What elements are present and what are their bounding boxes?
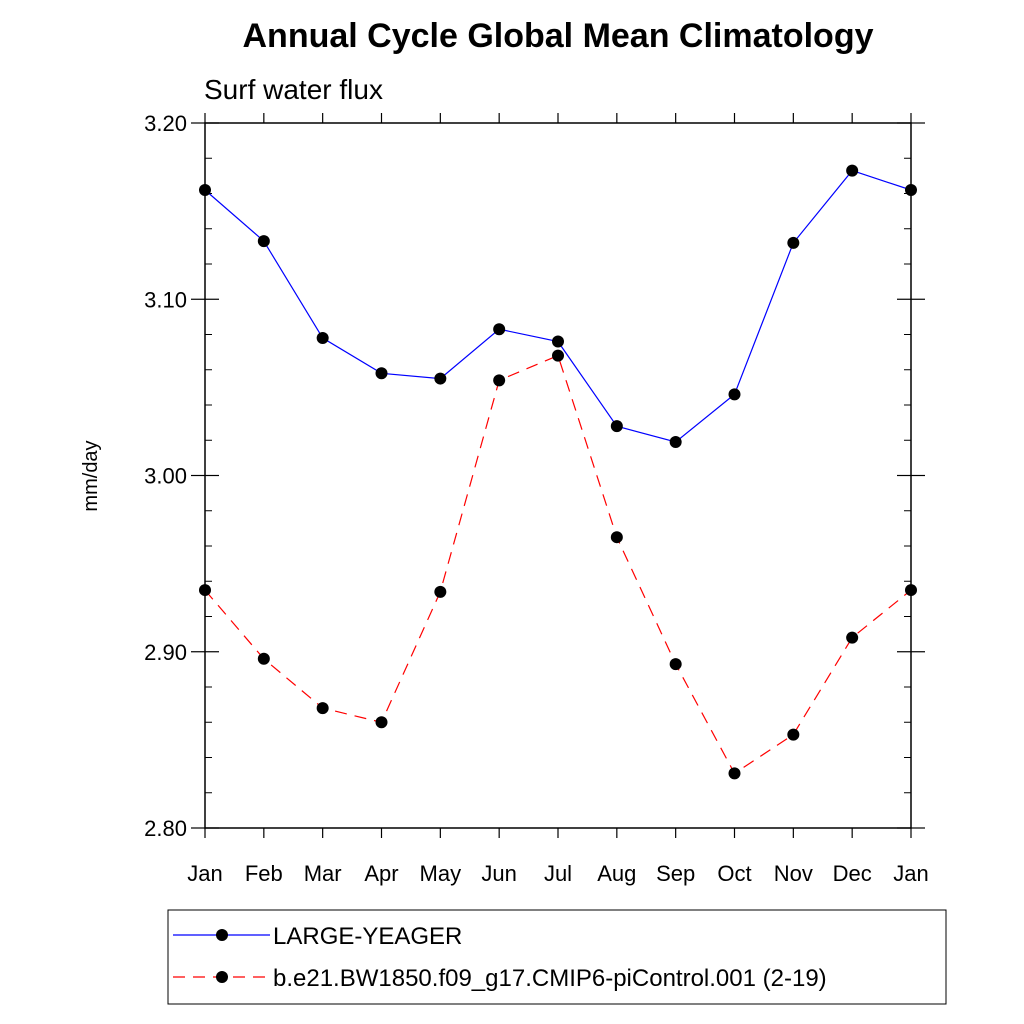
chart-subtitle: Surf water flux — [204, 74, 383, 105]
data-point-series-1 — [669, 658, 682, 671]
y-tick-label: 2.80 — [144, 816, 187, 841]
data-point-series-0 — [728, 388, 741, 401]
data-point-series-1 — [316, 702, 329, 715]
legend-label-large-yeager: LARGE-YEAGER — [273, 923, 462, 950]
series-line-0 — [204, 169, 912, 443]
data-point-series-0 — [257, 235, 270, 248]
data-point-series-1 — [846, 631, 859, 644]
chart-title: Annual Cycle Global Mean Climatology — [243, 17, 874, 55]
y-axis-title: mm/day — [80, 440, 102, 511]
x-tick-label: Jan — [187, 861, 222, 886]
legend-entry-picontrol: b.e21.BW1850.f09_g17.CMIP6-piControl.001… — [173, 965, 827, 992]
data-point-series-0 — [316, 332, 329, 345]
data-point-series-1 — [905, 584, 917, 597]
axis-ticks: 2.80 2.90 3.00 3.10 3.20 Jan Feb Mar Apr May Jun Ju… — [144, 111, 929, 886]
data-point-series-1 — [199, 584, 211, 597]
data-point-series-0 — [552, 335, 564, 348]
data-point-series-0 — [905, 183, 917, 196]
x-tick-label: Sep — [656, 861, 695, 886]
series-line-1 — [204, 354, 912, 775]
data-point-series-0 — [434, 372, 447, 385]
legend-box — [167, 909, 947, 1005]
data-point-series-0 — [375, 367, 388, 380]
x-tick-label: Dec — [833, 861, 872, 886]
y-tick-label: 3.10 — [144, 287, 187, 312]
data-point-series-1 — [787, 728, 800, 741]
legend-marker-large-yeager — [216, 929, 228, 941]
data-point-series-1 — [493, 374, 506, 387]
data-point-series-0 — [846, 164, 859, 177]
x-tick-label: Jul — [544, 861, 572, 886]
data-point-series-0 — [493, 323, 506, 336]
data-point-series-0 — [199, 183, 211, 196]
data-point-series-0 — [669, 436, 682, 449]
y-tick-label: 3.20 — [144, 111, 187, 136]
data-point-series-1 — [257, 652, 270, 665]
data-point-series-1 — [434, 585, 447, 598]
legend: LARGE-YEAGER b.e21.BW1850.f09_g17.CMIP6-… — [167, 909, 947, 1005]
x-tick-label: Jan — [893, 861, 928, 886]
data-point-series-0 — [610, 420, 623, 433]
x-tick-label: Feb — [245, 861, 283, 886]
x-tick-label: Mar — [304, 861, 342, 886]
x-tick-label: Oct — [717, 861, 751, 886]
series-layer — [199, 164, 917, 780]
legend-marker-picontrol — [216, 971, 228, 983]
legend-label-picontrol: b.e21.BW1850.f09_g17.CMIP6-piControl.001… — [273, 965, 827, 992]
data-point-series-1 — [552, 349, 564, 362]
x-tick-label: Aug — [597, 861, 636, 886]
x-tick-label: Nov — [774, 861, 813, 886]
x-tick-label: Apr — [364, 861, 398, 886]
x-tick-label: May — [420, 861, 462, 886]
data-point-series-0 — [787, 236, 800, 249]
x-tick-label: Jun — [481, 861, 516, 886]
legend-entry-large-yeager: LARGE-YEAGER — [173, 923, 462, 950]
data-point-series-1 — [728, 767, 741, 780]
data-point-series-1 — [610, 531, 623, 544]
y-tick-label: 2.90 — [144, 640, 187, 665]
data-point-series-1 — [375, 716, 388, 729]
y-tick-label: 3.00 — [144, 464, 187, 489]
